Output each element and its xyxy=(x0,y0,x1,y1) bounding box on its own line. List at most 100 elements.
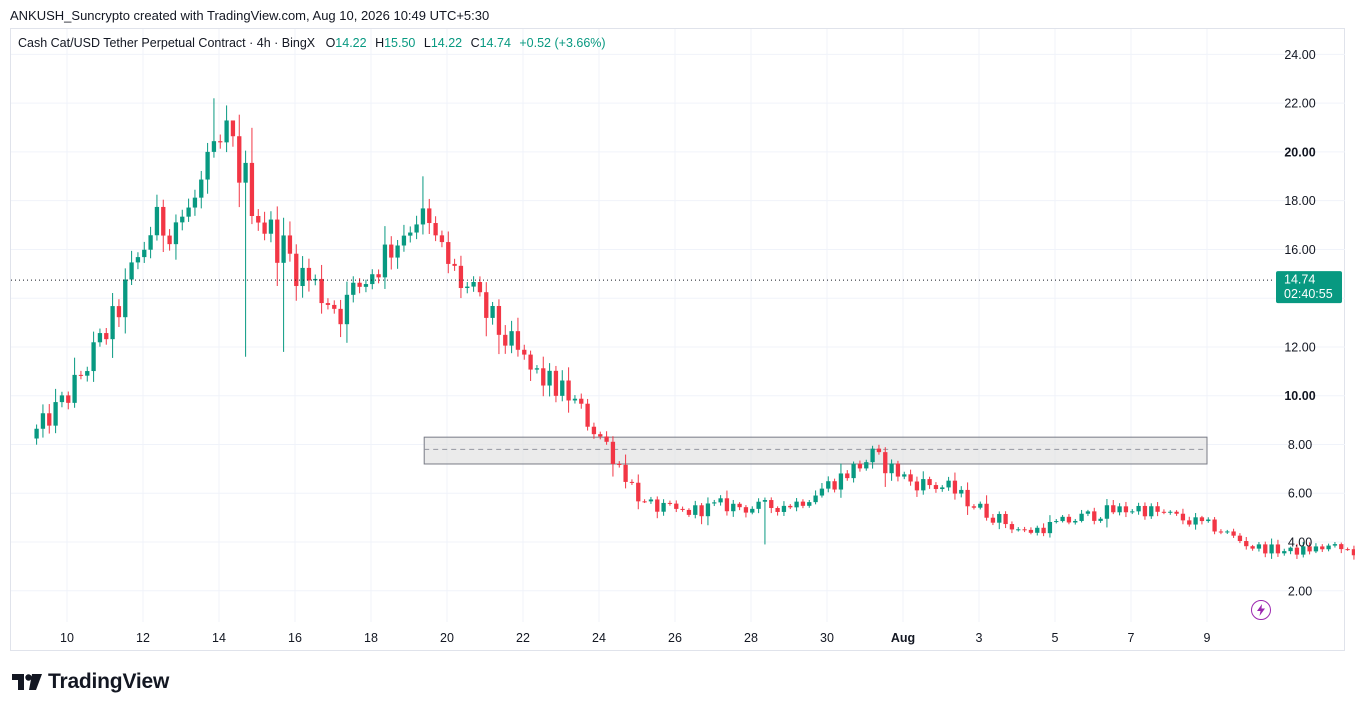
candle-body xyxy=(661,502,666,512)
candle xyxy=(1180,508,1186,525)
candle-body xyxy=(870,448,875,463)
candle-body xyxy=(1168,511,1173,513)
candle-body xyxy=(921,479,926,491)
candle-body xyxy=(1294,547,1300,555)
candle-body xyxy=(604,436,609,442)
change-value: +0.52 (+3.66%) xyxy=(519,36,606,50)
candle xyxy=(237,114,242,208)
candle-body xyxy=(1174,511,1179,514)
lightning-icon[interactable] xyxy=(1251,600,1271,620)
candle-body xyxy=(851,463,856,479)
candle-body xyxy=(807,502,812,506)
candle xyxy=(53,388,58,434)
x-tick-label: 10 xyxy=(60,631,74,645)
candle xyxy=(908,469,913,486)
candle xyxy=(458,255,464,299)
candle-body xyxy=(243,162,248,183)
candle xyxy=(1351,545,1355,560)
candle xyxy=(503,325,508,354)
candle xyxy=(978,501,983,510)
candle xyxy=(344,281,350,343)
low-value: 14.22 xyxy=(430,36,463,50)
candle-body xyxy=(1263,544,1268,554)
y-tick-label: 24.00 xyxy=(1284,48,1315,62)
candle-body xyxy=(1035,527,1040,533)
candle xyxy=(1111,500,1116,515)
candle xyxy=(496,299,502,355)
candle xyxy=(192,189,198,216)
candle-body xyxy=(718,498,723,503)
candle-body xyxy=(674,503,679,509)
candle-body xyxy=(180,216,185,223)
candle xyxy=(1174,510,1179,516)
candle xyxy=(224,105,229,153)
candle-body xyxy=(1320,546,1325,550)
candle-body xyxy=(579,398,584,404)
candle-body xyxy=(794,501,799,508)
candle-body xyxy=(116,306,122,318)
candle xyxy=(914,476,920,497)
candle xyxy=(762,497,768,545)
candle xyxy=(199,170,204,209)
candle-body xyxy=(680,508,685,510)
candle xyxy=(376,269,381,284)
candle xyxy=(408,226,413,243)
candle-body xyxy=(154,206,160,236)
candle-body xyxy=(648,499,654,502)
candle-body xyxy=(1022,529,1027,531)
candle-body xyxy=(547,370,552,386)
candle xyxy=(724,490,730,516)
candle-body xyxy=(933,485,939,490)
candle xyxy=(414,215,419,240)
candle xyxy=(655,496,660,519)
candle xyxy=(1035,525,1040,536)
candle-body xyxy=(724,498,730,512)
candle xyxy=(876,444,882,455)
candle xyxy=(1193,513,1198,530)
candle xyxy=(661,499,666,516)
candle xyxy=(1098,517,1103,523)
candle-body xyxy=(1288,547,1293,552)
candle xyxy=(78,370,84,380)
candle-body xyxy=(186,207,191,217)
candle xyxy=(97,328,103,347)
candle-body xyxy=(952,480,958,494)
candle xyxy=(775,506,780,516)
candle-body xyxy=(857,463,863,469)
tradingview-logo-icon xyxy=(12,674,42,690)
candle xyxy=(1123,501,1129,518)
candle xyxy=(85,366,90,382)
candle-body xyxy=(351,282,356,295)
tradingview-logo[interactable]: TradingView xyxy=(12,670,169,694)
x-tick-label: 24 xyxy=(592,631,606,645)
candle xyxy=(636,474,641,510)
candle xyxy=(851,461,856,483)
x-tick-label: 28 xyxy=(744,631,758,645)
candle xyxy=(420,176,426,235)
last-price-value: 14.74 xyxy=(1284,273,1315,287)
candle xyxy=(604,431,609,445)
candle-body xyxy=(205,151,210,180)
x-tick-label: 22 xyxy=(516,631,530,645)
candle-body xyxy=(1250,546,1255,549)
candle-body xyxy=(477,282,483,293)
candle xyxy=(547,363,552,397)
candle xyxy=(1250,544,1255,551)
chart-frame[interactable] xyxy=(10,28,1345,651)
candle xyxy=(389,236,394,270)
candle-body xyxy=(902,474,907,477)
candle-body xyxy=(1047,521,1053,534)
candle-body xyxy=(433,223,438,236)
candle-body xyxy=(788,505,793,508)
candle-body xyxy=(148,235,153,250)
candle-body xyxy=(737,503,742,508)
candle-body xyxy=(401,235,407,246)
candle-body xyxy=(623,464,628,482)
chart-credit: ANKUSH_Suncrypto created with TradingVie… xyxy=(10,8,490,23)
candle xyxy=(1206,517,1211,523)
candle-body xyxy=(338,308,343,325)
candle-body xyxy=(534,368,540,370)
candle xyxy=(1225,529,1230,535)
candle xyxy=(921,471,926,495)
